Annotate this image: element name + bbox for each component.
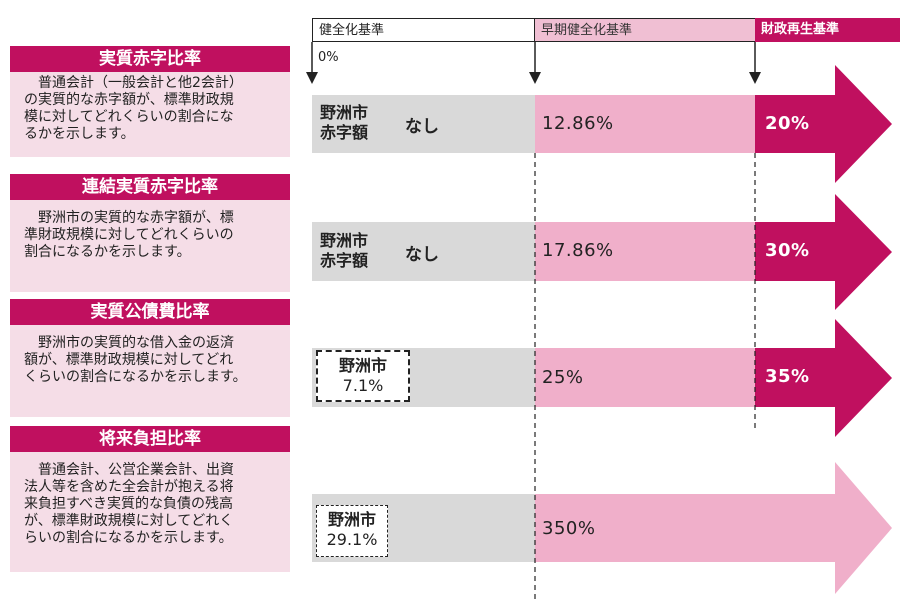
card-renketsu-akaji: 連結実質赤字比率 野洲市の実質的な赤字額が、標 準財政規模に対してどれくらいの … — [10, 174, 290, 292]
header-souki: 早期健全化基準 — [535, 18, 755, 42]
card-title: 連結実質赤字比率 — [10, 174, 290, 200]
row2-arrow — [755, 194, 892, 310]
zero-label: 0% — [318, 50, 339, 65]
city-line: 野洲市 — [320, 103, 369, 122]
row1-city-label: 野洲市 赤字額 — [320, 103, 368, 143]
city-line: 野洲市 — [327, 510, 376, 529]
card-line: 割合になるかを示します。 — [24, 244, 191, 260]
card-body: 普通会計、公営企業会計、出資 法人等を含めた全会計が抱える将 来負担すべき実質的… — [10, 452, 290, 572]
row1-value: なし — [405, 117, 439, 137]
card-title: 将来負担比率 — [10, 426, 290, 452]
card-line: 野洲市の実質的な赤字額が、標 — [38, 210, 234, 226]
city-line: 29.1% — [326, 530, 378, 549]
card-line: の実質的な赤字額が、標準財政規 — [24, 92, 234, 108]
card-line: が、標準財政規模に対してどれく — [24, 513, 234, 529]
row1-arrow — [755, 65, 892, 183]
card-line: 普通会計（一般会計と他2会計） — [38, 75, 243, 91]
card-line: 額が、標準財政規模に対してどれ — [24, 352, 234, 368]
card-line: 普通会計、公営企業会計、出資 — [38, 462, 234, 478]
card-line: くらいの割合になるかを示します。 — [24, 369, 247, 385]
row1-early-value: 12.86% — [542, 113, 614, 134]
row2-grey — [312, 222, 535, 281]
card-title: 実質赤字比率 — [10, 46, 290, 72]
card-line: 来負担すべき実質的な負債の残高 — [24, 496, 234, 512]
row3-early-value: 25% — [542, 367, 584, 388]
card-jisshitsu-akaji: 実質赤字比率 普通会計（一般会計と他2会計） の実質的な赤字額が、標準財政規 模… — [10, 46, 290, 157]
card-kousaihi: 実質公債費比率 野洲市の実質的な借入金の返済 額が、標準財政規模に対してどれ く… — [10, 299, 290, 417]
header-kenzenka: 健全化基準 — [312, 18, 535, 42]
row4-early-value: 350% — [542, 518, 596, 539]
row2-early-value: 17.86% — [542, 240, 614, 261]
city-line: 野洲市 — [338, 356, 387, 375]
city-line: 7.1% — [342, 376, 384, 395]
row2-city-label: 野洲市 赤字額 — [320, 231, 368, 271]
card-line: 法人等を含めた全会計が抱える将 — [24, 479, 234, 495]
card-line: らいの割合になるかを示します。 — [24, 530, 233, 546]
card-title: 実質公債費比率 — [10, 299, 290, 325]
row3-city-box: 野洲市 7.1% — [316, 350, 410, 402]
card-line: 模に対してどれくらいの割合にな — [24, 109, 234, 125]
row3-pink — [535, 348, 755, 407]
card-line: るかを示します。 — [24, 126, 135, 142]
row1-pink — [535, 95, 755, 153]
card-body: 野洲市の実質的な借入金の返済 額が、標準財政規模に対してどれ くらいの割合になる… — [10, 325, 290, 417]
card-line: 野洲市の実質的な借入金の返済 — [38, 335, 234, 351]
row2-value: なし — [405, 245, 439, 265]
row3-arrow — [755, 319, 892, 437]
row1-rebuild-value: 20% — [765, 113, 810, 134]
card-shourai-futan: 将来負担比率 普通会計、公営企業会計、出資 法人等を含めた全会計が抱える将 来負… — [10, 426, 290, 572]
row4-arrow — [535, 462, 892, 594]
row2-pink — [535, 222, 755, 281]
row4-city-box: 野洲市 29.1% — [316, 505, 388, 557]
card-line: 準財政規模に対してどれくらいの — [24, 227, 234, 243]
card-body: 普通会計（一般会計と他2会計） の実質的な赤字額が、標準財政規 模に対してどれく… — [10, 72, 290, 157]
city-line: 野洲市 — [320, 231, 369, 250]
city-line: 赤字額 — [320, 123, 369, 142]
row3-rebuild-value: 35% — [765, 366, 810, 387]
row1-grey — [312, 95, 535, 153]
city-line: 赤字額 — [320, 251, 369, 270]
card-body: 野洲市の実質的な赤字額が、標 準財政規模に対してどれくらいの 割合になるかを示し… — [10, 200, 290, 292]
header-saisei: 財政再生基準 — [755, 18, 900, 42]
row2-rebuild-value: 30% — [765, 240, 810, 261]
